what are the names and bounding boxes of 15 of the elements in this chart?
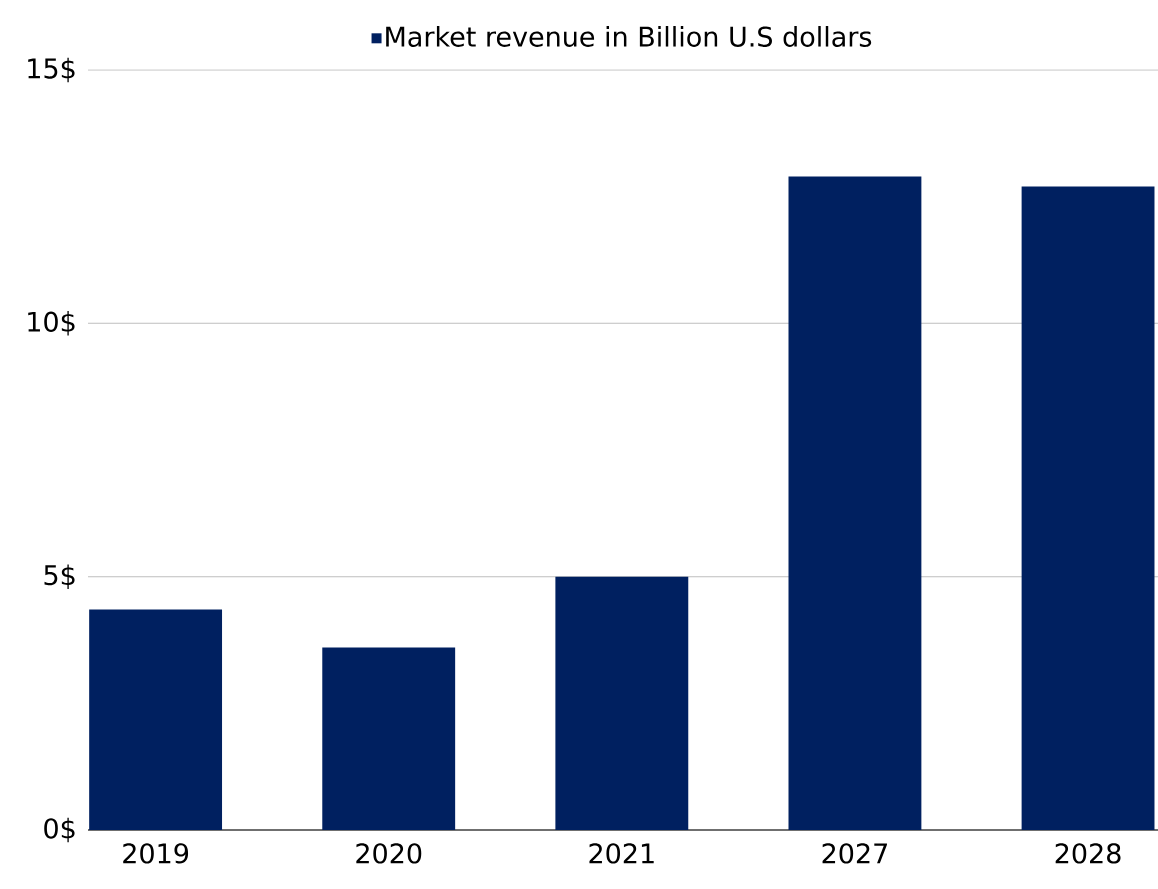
- bar: [1021, 186, 1155, 830]
- y-tick-label: 0$: [44, 817, 75, 843]
- x-tick-label: 2019: [123, 843, 189, 864]
- bar: [555, 576, 689, 830]
- bar: [788, 176, 922, 830]
- bar: [322, 647, 456, 830]
- y-tick-label: 5$: [44, 564, 75, 589]
- x-tick-label: 2027: [822, 843, 887, 864]
- legend-label: Market revenue in Billion U.S dollars: [386, 26, 872, 47]
- x-tick-label: 2020: [356, 843, 422, 864]
- y-tick-label: 15$: [28, 57, 75, 83]
- bar: [89, 609, 223, 830]
- x-tick-label: 2028: [1055, 843, 1121, 864]
- y-tick-label: 10$: [28, 311, 75, 336]
- x-tick-label: 2021: [589, 843, 654, 864]
